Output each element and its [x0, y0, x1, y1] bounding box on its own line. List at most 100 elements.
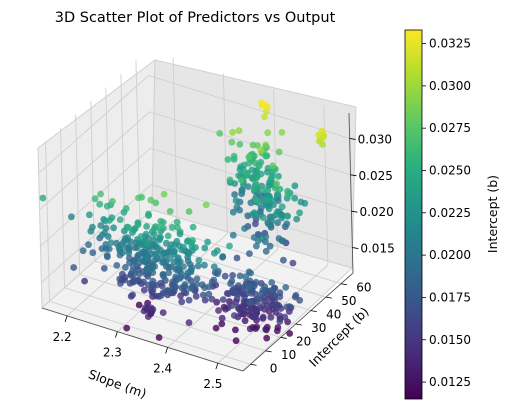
gridline-z	[39, 111, 150, 211]
data-point	[218, 320, 226, 328]
data-point	[233, 203, 241, 211]
data-point	[252, 211, 260, 219]
x-tick-label: 2.3	[103, 346, 122, 360]
y-tick-label: 30	[311, 321, 326, 335]
data-point	[204, 238, 212, 246]
data-point	[296, 209, 303, 217]
data-point	[151, 250, 159, 258]
data-point	[221, 272, 229, 280]
axis-line	[242, 272, 354, 372]
data-point	[226, 242, 233, 250]
colorbar-tick-label: 0.0150	[429, 333, 471, 347]
data-point	[255, 162, 263, 170]
y-tick-mark	[265, 350, 272, 353]
data-point	[140, 286, 148, 294]
data-point	[125, 249, 133, 257]
data-point	[215, 267, 222, 275]
data-point	[184, 257, 192, 265]
data-point	[258, 235, 266, 243]
z-tick-mark	[349, 138, 356, 140]
data-point	[280, 256, 287, 264]
data-point	[213, 298, 221, 306]
data-point	[163, 239, 170, 247]
data-point	[135, 301, 143, 309]
data-point	[232, 337, 240, 345]
y-tick-mark	[280, 337, 287, 339]
data-point	[174, 254, 182, 261]
data-point	[264, 129, 272, 137]
colorbar-tick-label: 0.0125	[429, 375, 471, 389]
data-point	[278, 203, 286, 211]
data-point	[123, 324, 131, 332]
data-point	[315, 131, 322, 139]
colorbar-ticks: 0.0125 0.0150 0.0175 0.0200 0.0225 0.0250 0.02…	[422, 37, 471, 389]
data-point	[230, 312, 238, 319]
data-point	[195, 256, 203, 264]
data-point	[193, 281, 201, 288]
data-point	[279, 237, 287, 245]
data-point	[252, 278, 260, 286]
data-point	[235, 127, 243, 135]
data-point	[144, 254, 152, 262]
data-point	[231, 180, 239, 187]
data-point	[283, 220, 291, 228]
data-point	[277, 305, 285, 312]
data-point	[250, 185, 258, 193]
data-point	[215, 307, 222, 314]
data-point	[147, 196, 155, 204]
plot-area-3d: 0.015 0.020 0.025 0.030 2.2 2.3 2.4 2.5 010203…	[37, 57, 395, 391]
data-point	[284, 191, 292, 199]
data-point	[173, 218, 181, 226]
gridline-y	[45, 141, 50, 302]
data-point	[168, 223, 176, 231]
data-point	[162, 288, 170, 296]
data-point	[276, 185, 284, 193]
data-point	[149, 293, 156, 300]
y-tick-label: 50	[341, 294, 356, 308]
data-point	[142, 270, 150, 278]
data-point	[166, 208, 174, 215]
data-point	[139, 241, 147, 249]
data-point	[144, 313, 152, 320]
data-point	[253, 306, 261, 314]
data-point	[180, 243, 187, 251]
gridline-z	[148, 75, 350, 139]
data-point	[291, 194, 299, 202]
y-tick-mark	[295, 323, 302, 326]
data-point	[259, 286, 267, 294]
gridline-y	[139, 220, 342, 285]
data-point	[142, 304, 149, 312]
data-point	[208, 295, 216, 303]
data-point	[106, 217, 113, 224]
data-point	[231, 191, 239, 198]
data-point	[265, 205, 273, 213]
data-point	[301, 199, 309, 207]
data-point	[107, 239, 115, 247]
data-point	[136, 270, 143, 278]
gridline-y	[90, 101, 96, 262]
y-tick-mark	[250, 363, 257, 366]
data-point	[205, 290, 213, 298]
data-point	[216, 130, 224, 137]
data-point	[187, 266, 195, 274]
data-point	[254, 295, 262, 302]
data-point	[262, 141, 270, 149]
data-point	[236, 272, 244, 280]
y-tick-label: 10	[281, 348, 296, 362]
x-axis-ticks: 2.2 2.3 2.4 2.5	[53, 315, 222, 391]
data-point	[262, 325, 270, 333]
data-point	[154, 244, 162, 252]
data-point	[201, 261, 208, 269]
data-point	[185, 208, 193, 215]
data-point	[89, 223, 96, 231]
z-tick-label: 0.025	[359, 169, 393, 183]
data-point	[233, 295, 241, 303]
data-point	[276, 318, 284, 325]
data-point	[180, 263, 187, 270]
data-point	[193, 275, 201, 283]
gridline-x	[172, 57, 178, 218]
x-tick-label: 2.2	[53, 330, 72, 344]
colorbar-tick-label: 0.0175	[429, 290, 471, 304]
data-point	[159, 309, 167, 316]
